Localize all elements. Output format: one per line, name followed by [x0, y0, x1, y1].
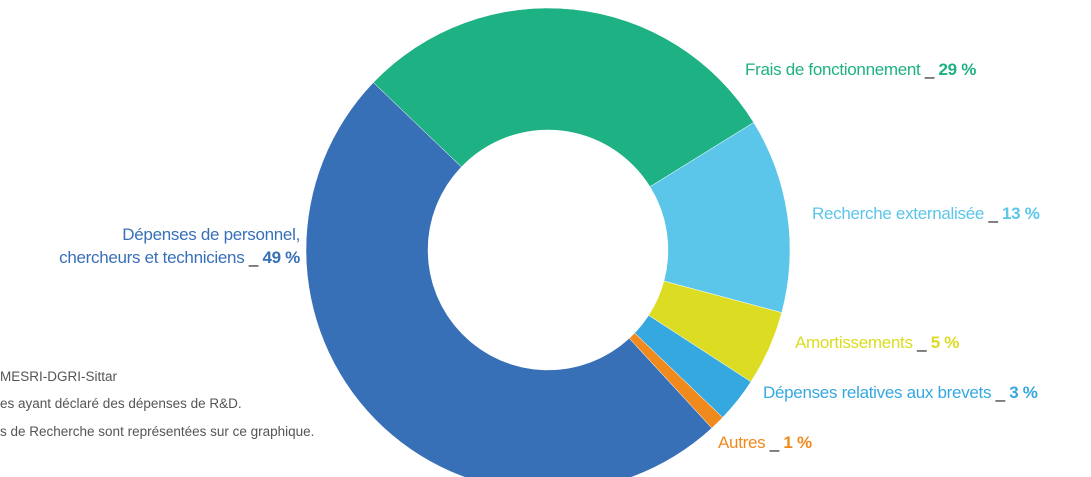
- donut-segment: [649, 122, 791, 313]
- value-label: 3 %: [1009, 383, 1038, 402]
- category-name: Dépenses de personnel, chercheurs et tec…: [59, 225, 300, 267]
- value-label: 5 %: [930, 333, 960, 352]
- slice-label: Amortissements _ 5 %: [795, 331, 959, 354]
- slice-label: Dépenses relatives aux brevets _ 3 %: [763, 381, 1038, 404]
- separator: _: [248, 248, 258, 267]
- separator: _: [769, 433, 779, 452]
- footnote: es ayant déclaré des dépenses de R&D.: [0, 396, 242, 411]
- separator: _: [988, 204, 998, 223]
- separator: _: [917, 333, 927, 352]
- separator: _: [995, 383, 1005, 402]
- footnote: MESRI-DGRI-Sittar: [0, 369, 118, 384]
- category-name: Autres: [718, 433, 766, 452]
- value-label: 13 %: [1002, 204, 1040, 223]
- slice-label: Autres _ 1 %: [718, 431, 812, 454]
- category-name: Recherche externalisée: [812, 204, 984, 223]
- category-name: Amortissements: [795, 333, 913, 352]
- separator: _: [924, 60, 935, 79]
- value-label: 49 %: [262, 248, 300, 267]
- slice-label: Dépenses de personnel, chercheurs et tec…: [59, 223, 300, 269]
- donut-segment: [305, 82, 713, 477]
- category-name: Frais de fonctionnement: [745, 60, 921, 79]
- slice-label: Recherche externalisée _ 13 %: [812, 202, 1040, 225]
- value-label: 1 %: [783, 433, 812, 452]
- slice-label: Frais de fonctionnement _ 29 %: [745, 58, 976, 81]
- footnote: s de Recherche sont représentées sur ce …: [0, 424, 315, 439]
- value-label: 29 %: [938, 60, 977, 79]
- donut-segment: [372, 7, 755, 188]
- category-name: Dépenses relatives aux brevets: [763, 383, 992, 402]
